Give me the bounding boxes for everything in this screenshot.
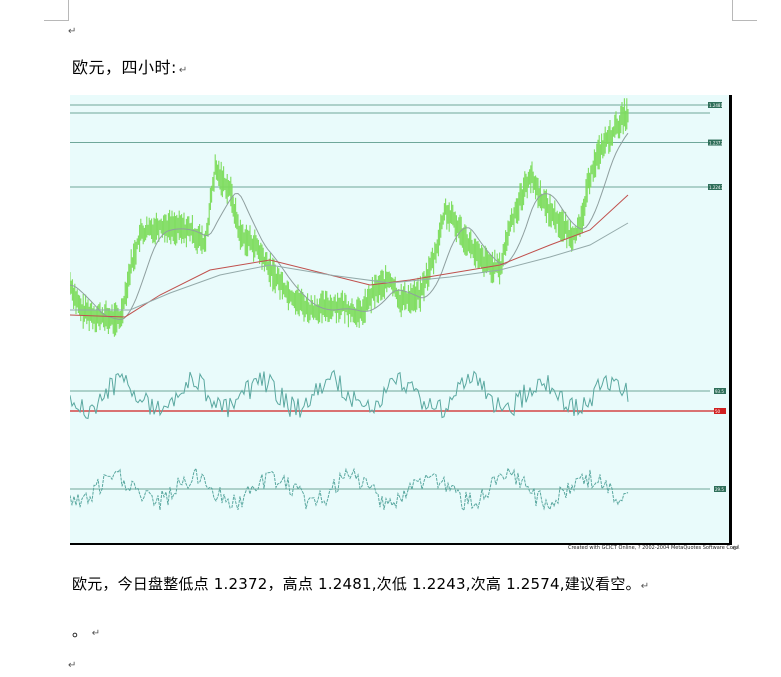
paragraph-mark: ↵ xyxy=(68,26,77,37)
trailing-text: 。 xyxy=(72,622,88,640)
trailing-paragraph: 。 ↵ xyxy=(72,620,100,641)
price-level-label: 1.2243 xyxy=(709,185,723,190)
price-level-tag xyxy=(708,139,722,146)
indicator-label: 29.5 xyxy=(715,487,724,492)
indicator-tag xyxy=(714,388,726,394)
indicator-label: 50 xyxy=(715,409,721,414)
paragraph-mark: ↵ xyxy=(178,65,188,76)
paragraph-mark: ↵ xyxy=(732,543,741,554)
page-corner-mark-right xyxy=(732,0,757,21)
analysis-paragraph: 欧元，今日盘整低点 1.2372，高点 1.2481,次低 1.2243,次高 … xyxy=(72,573,649,594)
indicator-tag xyxy=(714,486,726,492)
price-level-label: 1.2481 xyxy=(709,103,723,108)
paragraph-mark: ↵ xyxy=(640,581,650,592)
price-level-tag xyxy=(708,184,722,190)
moving-average-slow xyxy=(70,222,629,311)
oscillator-2-series xyxy=(70,466,629,512)
chart-svg: 1.2481 1.2372 1.2243 93.5 50 29.5 xyxy=(70,95,732,545)
forex-chart: 1.2481 1.2372 1.2243 93.5 50 29.5 xyxy=(70,95,732,545)
analysis-text: 欧元，今日盘整低点 1.2372，高点 1.2481,次低 1.2243,次高 … xyxy=(72,575,641,593)
paragraph-mark: ↵ xyxy=(91,628,101,639)
price-series xyxy=(70,98,629,337)
page-corner-mark-left xyxy=(44,0,69,21)
moving-average-mid xyxy=(70,194,629,318)
heading-label: 欧元，四小时: xyxy=(72,58,177,77)
chart-background xyxy=(70,95,732,545)
indicator-tag xyxy=(714,408,726,414)
heading-text: 欧元，四小时: ↵ xyxy=(72,54,188,78)
indicator-label: 93.5 xyxy=(715,389,724,394)
price-level-label: 1.2372 xyxy=(709,141,723,146)
oscillator-1-series xyxy=(70,369,629,420)
price-level-tag xyxy=(708,102,722,108)
paragraph-mark: ↵ xyxy=(68,660,77,671)
chart-credit: Created with GCICT Online, ? 2002-2004 M… xyxy=(568,545,740,551)
moving-average-fast xyxy=(70,132,629,321)
